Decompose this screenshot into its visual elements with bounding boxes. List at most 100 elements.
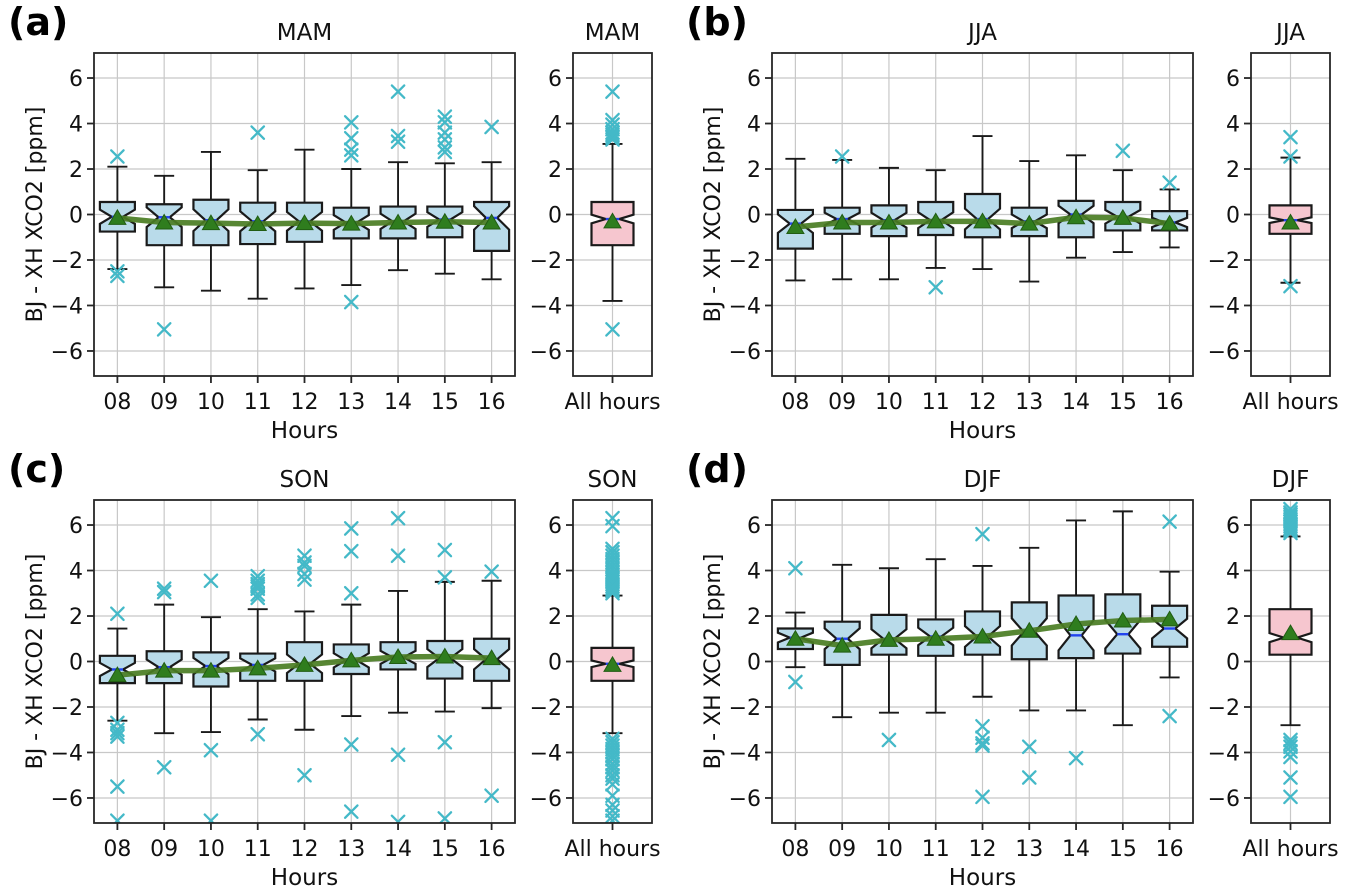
mean-triangle-icon xyxy=(1281,213,1300,230)
flier-x-icon xyxy=(605,808,620,823)
flier-x-icon xyxy=(834,149,850,164)
x-tick-label: 14 xyxy=(1062,390,1090,415)
y-tick-label: 6 xyxy=(548,67,562,92)
flier-x-icon xyxy=(1283,789,1298,805)
x-tick-label: 14 xyxy=(384,390,412,415)
mean-triangle-icon xyxy=(248,659,268,676)
mean-triangle-icon xyxy=(108,208,127,225)
y-tick-label: 2 xyxy=(69,605,83,630)
boxplot-hour-12 xyxy=(963,526,1002,805)
y-tick-label: 2 xyxy=(747,158,761,183)
main-plot-content xyxy=(776,135,1189,295)
whisker xyxy=(154,603,175,735)
x-tick-label: 10 xyxy=(197,390,225,415)
all-hours-plot-content xyxy=(590,510,635,823)
flier-x-icon xyxy=(390,84,406,100)
axis-title: MAM xyxy=(585,20,640,46)
flier-x-icon xyxy=(881,732,897,748)
flier-x-icon xyxy=(343,294,359,310)
mean-triangle-icon xyxy=(879,213,899,230)
y-tick-label: 4 xyxy=(69,560,83,585)
x-tick-label: 15 xyxy=(1109,837,1137,862)
all-hours-plot-content xyxy=(1268,501,1313,805)
boxplot-hour-12 xyxy=(963,135,1002,271)
y-tick-label: 0 xyxy=(69,651,83,676)
flier-x-icon xyxy=(437,115,453,130)
tick-marks xyxy=(87,524,493,830)
whisker xyxy=(785,157,806,282)
x-tick-label: 11 xyxy=(922,390,950,415)
x-tick-label: 10 xyxy=(197,837,225,862)
mean-triangle-icon xyxy=(388,647,408,664)
all-hours-plot-content xyxy=(590,84,635,337)
flier-x-icon xyxy=(1283,743,1298,759)
all-hours-axes-frame xyxy=(1250,52,1331,377)
flier-x-icon xyxy=(156,322,172,337)
axis-title: SON xyxy=(588,467,638,493)
panel-letter-c: (c) xyxy=(8,447,66,491)
y-tick-label: −4 xyxy=(1208,741,1240,766)
mean-triangle-icon xyxy=(482,649,501,666)
mean-triangle-icon xyxy=(973,212,992,229)
boxplot-hour-13 xyxy=(1010,546,1048,785)
whisker xyxy=(294,610,315,731)
flier-x-icon xyxy=(297,767,312,783)
y-tick-label: −4 xyxy=(729,294,761,319)
whisker xyxy=(1112,510,1133,727)
whisker xyxy=(972,135,993,271)
flier-x-icon xyxy=(250,587,266,602)
flier-x-icon xyxy=(1068,750,1084,766)
y-tick-label: −2 xyxy=(729,249,761,274)
panel-letter-a: (a) xyxy=(8,0,69,44)
y-tick-label: −2 xyxy=(1208,696,1240,721)
flier-x-icon xyxy=(605,581,620,597)
y-tick-label: −4 xyxy=(51,741,83,766)
flier-x-icon xyxy=(250,576,266,592)
flier-x-icon xyxy=(928,279,944,295)
mean-triangle-icon xyxy=(786,218,805,235)
all-hours-axes-frame xyxy=(1250,499,1331,824)
y-tick-label: 0 xyxy=(747,651,761,676)
y-tick-label: −6 xyxy=(729,340,761,365)
flier-x-icon xyxy=(250,590,266,606)
flier-x-icon xyxy=(110,729,125,744)
flier-x-icon xyxy=(1283,129,1298,145)
axis-title: DJF xyxy=(964,467,1002,493)
flier-x-icon xyxy=(1162,175,1177,191)
x-tick-label: 08 xyxy=(103,390,131,415)
whisker xyxy=(154,174,175,289)
mean-triangle-icon xyxy=(1113,611,1133,628)
main-axes: −6 −4 −2 0 2 4 6 08 09 10 11 12 13 14 15 16 MAM Hours BJ -… xyxy=(23,20,515,444)
flier-x-icon xyxy=(605,585,620,601)
y-tick-label: 0 xyxy=(548,204,562,229)
flier-x-icon xyxy=(390,510,406,526)
mean-triangle-icon xyxy=(603,655,622,672)
main-plot-content xyxy=(98,510,511,823)
flier-x-icon xyxy=(1115,143,1131,159)
y-tick-label: 4 xyxy=(1226,113,1240,138)
y-tick-label: −6 xyxy=(729,787,761,812)
whisker xyxy=(388,161,409,272)
axis-title: SON xyxy=(280,467,330,493)
axis-title: JJA xyxy=(1274,20,1305,46)
boxplot-hour-11 xyxy=(239,568,277,742)
mean-triangle-icon xyxy=(201,214,221,231)
whisker xyxy=(785,611,806,669)
x-tick-label: All hours xyxy=(564,837,660,862)
flier-x-icon xyxy=(343,737,359,752)
flier-x-icon xyxy=(156,581,172,597)
flier-x-icon xyxy=(1162,708,1177,724)
flier-x-icon xyxy=(975,526,990,542)
flier-x-icon xyxy=(605,776,620,792)
all-hours-axes-frame xyxy=(572,52,653,377)
flier-x-icon xyxy=(975,789,990,805)
mean-triangle-icon xyxy=(248,215,268,232)
mean-triangle-icon xyxy=(435,647,455,664)
all-hours-axes: −6 −4 −2 0 2 4 6 All hours DJF xyxy=(1208,467,1339,862)
mean-triangle-icon xyxy=(108,666,127,683)
flier-x-icon xyxy=(1283,525,1298,541)
y-tick-label: 4 xyxy=(69,113,83,138)
mean-triangle-icon xyxy=(1113,208,1133,225)
axis-title: MAM xyxy=(277,20,332,46)
boxplot-hour-16 xyxy=(473,564,511,804)
